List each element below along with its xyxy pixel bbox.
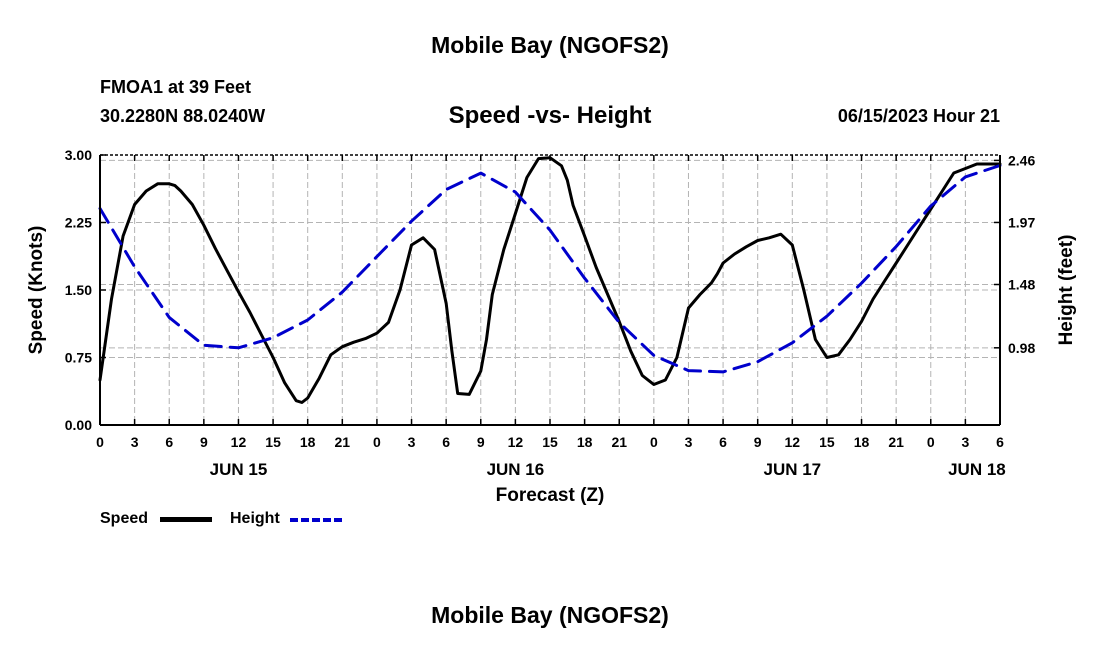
x-tick-label: 9	[200, 434, 208, 450]
x-tick-label: 18	[577, 434, 593, 450]
station-coordinates: 30.2280N 88.0240W	[100, 106, 266, 126]
y-tick-label: 0.75	[65, 350, 92, 366]
x-tick-label: 3	[961, 434, 969, 450]
x-tick-label: 0	[373, 434, 381, 450]
y-axis-title: Speed (Knots)	[26, 226, 47, 355]
x-tick-label: 12	[508, 434, 524, 450]
x-tick-label: 15	[819, 434, 835, 450]
x-tick-label: 15	[265, 434, 281, 450]
x-tick-label: 6	[996, 434, 1004, 450]
x-tick-label: 18	[300, 434, 316, 450]
y2-tick-label: 1.97	[1008, 214, 1035, 230]
series-line-height	[98, 164, 1002, 374]
x-tick-label: 12	[231, 434, 247, 450]
x-tick-label: 6	[442, 434, 450, 450]
forecast-datetime: 06/15/2023 Hour 21	[837, 106, 1000, 126]
x-tick-label: 0	[650, 434, 658, 450]
x-tick-label: 3	[408, 434, 416, 450]
x-tick-label: 12	[785, 434, 801, 450]
legend-speed-swatch	[160, 517, 212, 522]
series-line-speed	[98, 156, 1002, 404]
footer-title: Mobile Bay (NGOFS2)	[431, 602, 669, 628]
x-tick-label: 0	[927, 434, 935, 450]
x-date-label: JUN 16	[487, 460, 545, 479]
x-date-label: JUN 17	[763, 460, 821, 479]
y2-axis-title: Height (feet)	[1056, 235, 1077, 346]
x-tick-label: 6	[719, 434, 727, 450]
x-tick-label: 6	[165, 434, 173, 450]
x-tick-label: 21	[335, 434, 351, 450]
x-tick-label: 21	[611, 434, 627, 450]
y-tick-label: 1.50	[65, 282, 92, 298]
y-tick-label: 2.25	[65, 215, 92, 231]
x-tick-label: 15	[542, 434, 558, 450]
chart-subtitle: Speed -vs- Height	[448, 102, 652, 129]
y-tick-label: 0.00	[65, 417, 92, 433]
y-tick-label: 3.00	[65, 147, 92, 163]
station-name: FMOA1 at 39 Feet	[100, 77, 252, 97]
y2-tick-label: 2.46	[1008, 152, 1035, 168]
legend-speed-label: Speed	[100, 510, 149, 527]
x-tick-label: 9	[754, 434, 762, 450]
x-tick-label: 21	[888, 434, 904, 450]
x-tick-label: 9	[477, 434, 485, 450]
legend-height-swatch	[290, 518, 342, 522]
x-date-label: JUN 18	[948, 460, 1006, 479]
page-title: Mobile Bay (NGOFS2)	[431, 32, 669, 58]
y2-tick-label: 1.48	[1008, 277, 1035, 293]
x-tick-label: 3	[685, 434, 693, 450]
x-tick-label: 3	[131, 434, 139, 450]
x-date-label: JUN 15	[210, 460, 268, 479]
x-tick-label: 0	[96, 434, 104, 450]
x-tick-label: 18	[854, 434, 870, 450]
legend-height-label: Height	[230, 510, 280, 527]
y2-tick-label: 0.98	[1008, 340, 1035, 356]
x-axis-title: Forecast (Z)	[496, 485, 605, 506]
